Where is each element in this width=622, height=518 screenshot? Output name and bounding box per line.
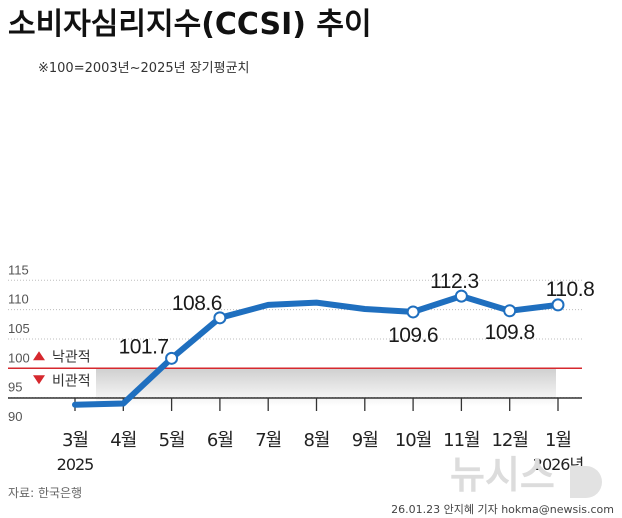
data-label: 109.6 [388, 324, 438, 347]
watermark-logo-icon [570, 466, 602, 498]
x-tick-label: 4월 [110, 430, 136, 451]
y-tick-label: 100 [8, 350, 30, 365]
data-label: 109.8 [485, 321, 535, 344]
y-tick-label: 95 [8, 380, 22, 395]
x-tick-label: 7월 [255, 430, 281, 451]
series-line [72, 293, 561, 408]
x-tick-label: 9월 [352, 430, 378, 451]
series-line-group [72, 289, 565, 408]
data-label: 101.7 [119, 335, 169, 358]
pessimistic-label: 비관적 [52, 373, 91, 389]
y-tick-label: 115 [8, 262, 29, 277]
pessimistic-band [96, 368, 556, 407]
data-label: 108.6 [172, 292, 222, 315]
x-tick-label: 8월 [303, 430, 329, 451]
x-tick-label: 11월 [443, 430, 479, 451]
chart-note: ※100=2003년~2025년 장기평균치 [38, 61, 250, 76]
data-point-marker [406, 305, 420, 319]
x-tick-label: 12월 [491, 430, 527, 451]
data-label: 112.3 [430, 270, 479, 293]
x-tick-label: 3월 [62, 430, 88, 451]
x-tick-label: 1월 [545, 430, 571, 451]
data-point-marker [503, 304, 517, 318]
watermark: 뉴시스 [450, 453, 555, 497]
triangle-up-icon [33, 351, 45, 361]
data-label: 110.8 [546, 278, 595, 301]
x-tick-label: 10월 [395, 430, 431, 451]
y-tick-label: 105 [8, 321, 30, 336]
data-point-marker [551, 298, 565, 312]
data-point-marker [454, 289, 468, 303]
optimistic-label: 낙관적 [52, 349, 91, 365]
x-tick-label: 5월 [159, 430, 185, 451]
triangle-down-icon [33, 375, 45, 385]
source-text: 자료: 한국은행 [8, 485, 82, 500]
year-label: 2025 [57, 455, 94, 474]
y-tick-label: 90 [8, 409, 22, 424]
x-tick-label: 6월 [207, 430, 233, 451]
data-point-marker [213, 311, 227, 325]
chart-title: 소비자심리지수(CCSI) 추이 [8, 7, 372, 42]
y-tick-label: 110 [8, 292, 29, 307]
y-axis-ticks: 90 95 100 105 110 115 [8, 262, 30, 424]
credit-text: 26.01.23 안지혜 기자 hokma@newsis.com [391, 503, 614, 516]
data-point-marker [165, 351, 179, 365]
